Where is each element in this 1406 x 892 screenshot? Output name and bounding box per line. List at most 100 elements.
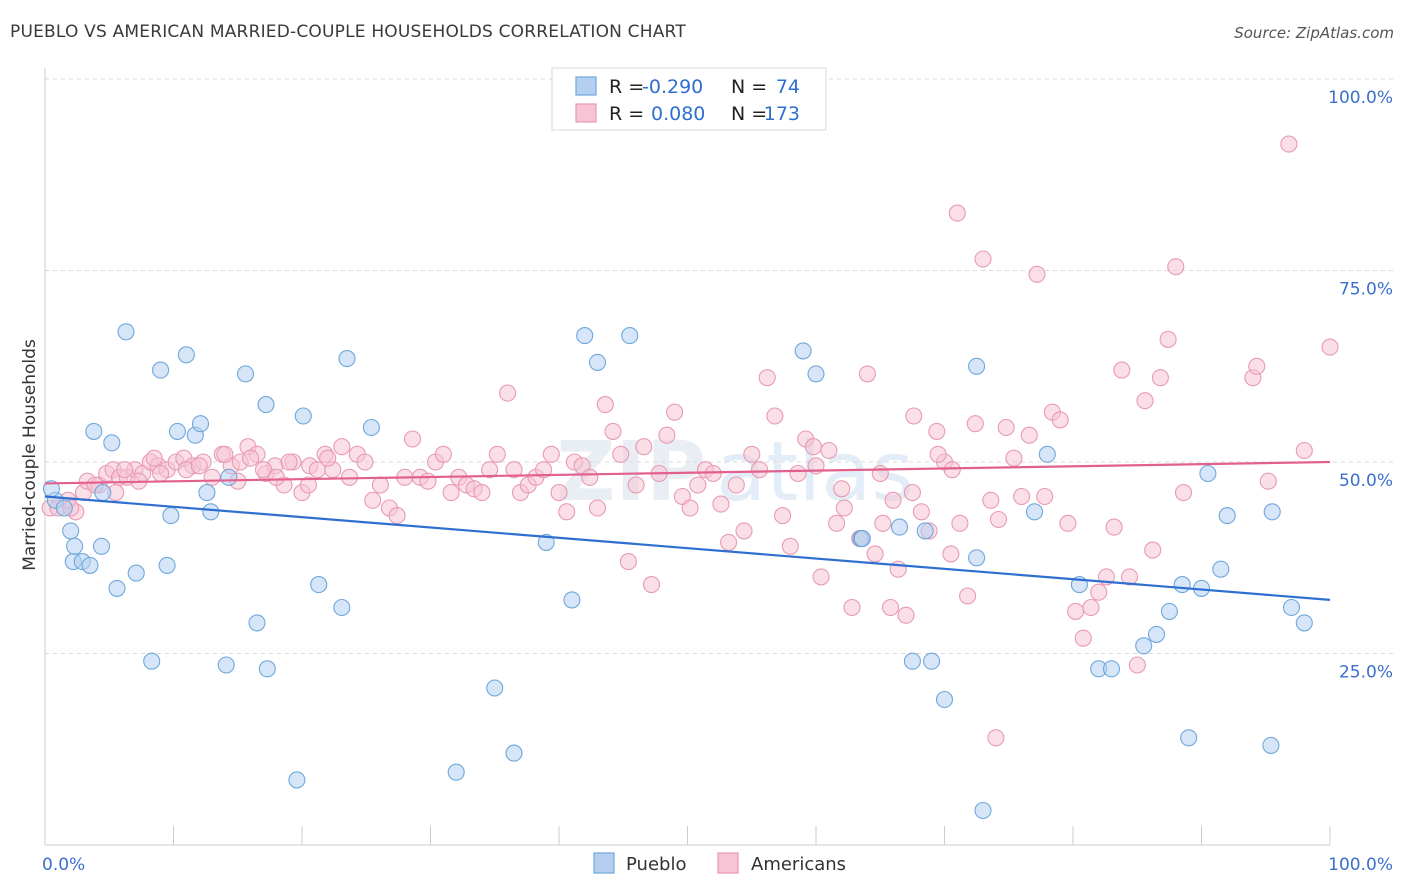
americans-point-62 [542,445,560,463]
americans-point-39 [364,491,382,509]
americans-point-130 [1067,602,1085,620]
americans-trendline [44,460,1331,485]
americans-point-64 [558,503,576,521]
americans-point-88 [743,445,761,463]
americans-point-146 [987,729,1005,747]
americans-point-35 [333,438,351,456]
americans-point-100 [835,499,853,517]
americans-point-56 [499,384,517,402]
pueblo-point-5 [62,522,80,540]
americans-point-173 [267,468,285,486]
y-tick-label-0: 25.0% [1339,663,1393,683]
stats-n-value-pueblo: 74 [776,76,800,98]
americans-point-49 [442,484,460,502]
americans-point-141 [1151,369,1169,387]
americans-point-139 [1136,392,1154,410]
legend-label-pueblo: Pueblo [626,854,686,875]
americans-point-109 [905,407,923,425]
americans-point-93 [781,537,799,555]
americans-point-169 [216,445,234,463]
americans-point-73 [627,476,645,494]
americans-point-94 [789,464,807,483]
americans-point-42 [388,507,406,525]
stats-legend-swatch-pueblo [575,76,597,96]
americans-point-53 [473,484,491,502]
pueblo-point-43 [588,353,607,371]
americans-point-70 [604,422,622,440]
americans-point-80 [681,499,699,517]
americans-point-143 [1167,258,1185,276]
americans-point-91 [766,407,784,425]
americans-point-140 [1144,541,1162,559]
americans-point-74 [635,438,653,456]
americans-point-57 [505,461,523,479]
americans-point-138 [1128,656,1146,674]
americans-point-155 [871,464,889,483]
bottom-legend: Pueblo Americans [593,852,846,875]
pueblo-point-55 [968,549,986,567]
pueblo-point-56 [974,801,992,820]
americans-point-156 [884,491,902,509]
pueblo-point-61 [1102,660,1121,678]
pueblo-point-74 [1262,736,1280,754]
pueblo-point-46 [807,365,825,383]
americans-point-46 [419,472,437,490]
americans-point-105 [874,514,892,532]
pueblo-point-6 [66,537,84,555]
americans-point-142 [1159,330,1177,348]
americans-point-78 [666,403,684,421]
americans-point-122 [1005,449,1023,467]
pueblo-point-65 [1173,576,1191,594]
americans-point-112 [928,422,946,440]
pueblo-point-37 [447,763,465,781]
americans-point-104 [866,545,884,563]
stats-r-value-americans: 0.080 [651,103,705,125]
americans-point-136 [1113,361,1131,379]
americans-point-175 [299,476,317,494]
pueblo-point-40 [537,533,555,551]
legend-swatch-pueblo [593,852,615,874]
americans-point-126 [1036,487,1054,506]
americans-point-121 [997,418,1015,437]
americans-point-38 [356,453,374,471]
americans-point-174 [280,453,298,471]
pueblo-point-73 [1295,614,1313,632]
pueblo-point-57 [1025,503,1044,521]
pueblo-point-30 [258,660,276,678]
pueblo-point-72 [1282,598,1301,617]
americans-point-67 [581,468,599,486]
americans-point-158 [929,445,947,463]
stats-n-label-americans: N = [731,103,767,125]
chart-source: Source: ZipAtlas.com [1234,24,1394,42]
americans-point-176 [319,449,337,467]
americans-point-172 [254,461,273,479]
americans-point-135 [1105,518,1123,536]
axes [44,68,1331,846]
stats-n-label-pueblo: N = [731,76,767,98]
pueblo-point-63 [1147,625,1166,643]
pueblo-point-66 [1180,729,1198,747]
americans-point-44 [403,430,422,448]
pueblo-point-24 [202,503,220,521]
americans-point-166 [152,464,170,483]
americans-point-72 [619,553,637,571]
americans-point-114 [943,461,961,479]
pueblo-point-38 [486,679,504,697]
americans-point-69 [596,396,614,414]
pueblo-point-19 [168,422,186,440]
americans-point-119 [982,491,1000,509]
pueblo-point-29 [257,396,275,414]
stats-legend: R = -0.290 N = 74 R = 0.080 N = 173 [551,67,827,131]
pueblo-point-69 [1212,560,1230,578]
stats-legend-box [551,67,827,131]
americans-point-83 [704,464,722,483]
pueblo-point-62 [1135,637,1153,655]
pueblo-point-31 [288,771,306,789]
americans-point-129 [1059,514,1077,532]
americans-point-137 [1120,568,1139,586]
americans-point-90 [758,369,776,387]
americans-point-149 [1259,472,1277,490]
legend-label-americans: Americans [751,854,846,875]
chart-title: PUEBLO VS AMERICAN MARRIED-COUPLE HOUSEH… [10,22,686,42]
